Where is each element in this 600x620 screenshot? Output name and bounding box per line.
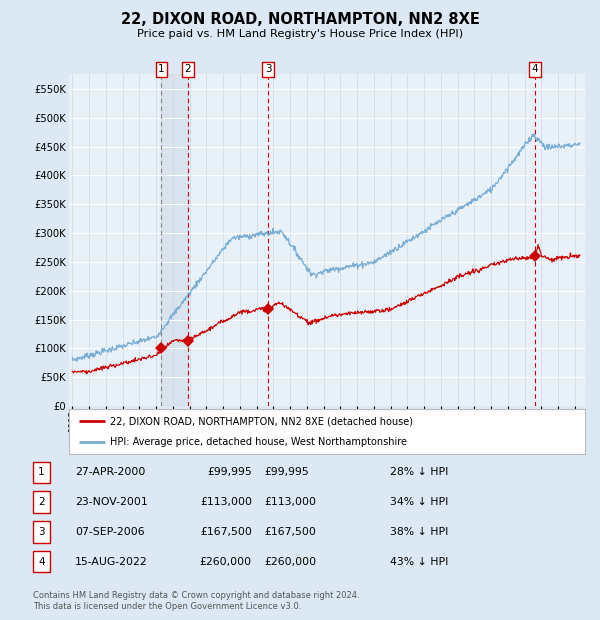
Text: £113,000: £113,000 [200,497,252,507]
FancyBboxPatch shape [33,551,50,572]
Text: £167,500: £167,500 [200,527,252,537]
Text: 43% ↓ HPI: 43% ↓ HPI [390,557,448,567]
FancyBboxPatch shape [33,521,50,542]
FancyBboxPatch shape [33,462,50,483]
Text: 38% ↓ HPI: 38% ↓ HPI [390,527,448,537]
Text: 22, DIXON ROAD, NORTHAMPTON, NN2 8XE: 22, DIXON ROAD, NORTHAMPTON, NN2 8XE [121,12,479,27]
Text: £99,995: £99,995 [207,467,252,477]
Text: £167,500: £167,500 [264,527,316,537]
Text: £260,000: £260,000 [264,557,316,567]
Text: 22, DIXON ROAD, NORTHAMPTON, NN2 8XE (detached house): 22, DIXON ROAD, NORTHAMPTON, NN2 8XE (de… [110,416,413,427]
Text: £260,000: £260,000 [200,557,252,567]
Bar [161,74,188,406]
Text: HPI: Average price, detached house, West Northamptonshire: HPI: Average price, detached house, West… [110,436,407,447]
Text: 07-SEP-2006: 07-SEP-2006 [75,527,145,537]
Text: 1: 1 [158,64,165,74]
Text: 3: 3 [38,527,45,537]
Text: £99,995: £99,995 [264,467,309,477]
Text: 27-APR-2000: 27-APR-2000 [75,467,145,477]
Text: Price paid vs. HM Land Registry's House Price Index (HPI): Price paid vs. HM Land Registry's House … [137,29,463,39]
Text: £113,000: £113,000 [264,497,316,507]
Text: 23-NOV-2001: 23-NOV-2001 [75,497,148,507]
Text: Contains HM Land Registry data © Crown copyright and database right 2024.: Contains HM Land Registry data © Crown c… [33,591,359,600]
Text: 1: 1 [38,467,45,477]
Text: 34% ↓ HPI: 34% ↓ HPI [390,497,448,507]
Text: 3: 3 [265,64,272,74]
Text: 2: 2 [185,64,191,74]
Text: 15-AUG-2022: 15-AUG-2022 [75,557,148,567]
Text: 4: 4 [532,64,538,74]
Text: 2: 2 [38,497,45,507]
FancyBboxPatch shape [33,492,50,513]
Text: 4: 4 [38,557,45,567]
Text: 28% ↓ HPI: 28% ↓ HPI [390,467,448,477]
Text: This data is licensed under the Open Government Licence v3.0.: This data is licensed under the Open Gov… [33,602,301,611]
